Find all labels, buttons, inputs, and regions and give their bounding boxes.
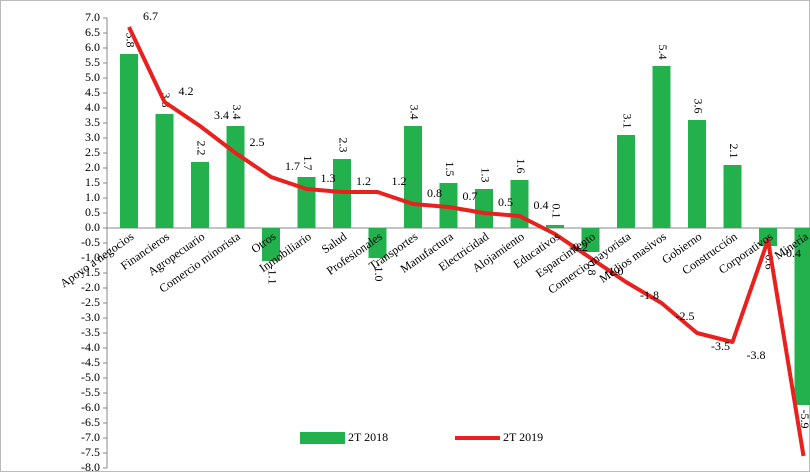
y-tick-label: -6.5	[81, 415, 100, 429]
bar	[546, 225, 564, 228]
line-value-label: 4.2	[179, 84, 194, 98]
line-value-label: 0.4	[534, 198, 549, 212]
line-value-label: -2.5	[676, 309, 695, 323]
bar	[368, 228, 387, 258]
line-value-label: -1.8	[640, 288, 659, 302]
y-tick-label: 1.5	[85, 175, 100, 189]
line-value-label: 2.5	[250, 135, 265, 149]
bar	[759, 228, 777, 246]
bar-value-label: 3.4	[407, 105, 421, 120]
y-tick-label: 4.0	[85, 100, 100, 114]
line-value-label: 1.2	[356, 174, 371, 188]
bar	[617, 135, 635, 228]
y-tick-label: 5.0	[85, 70, 100, 84]
y-tick-label: 2.5	[85, 145, 100, 159]
bar-value-label: 1.5	[443, 162, 457, 177]
bar	[120, 54, 138, 228]
bar-value-label: -1.1	[265, 266, 279, 285]
y-tick-label: -5.5	[81, 385, 100, 399]
y-tick-label: 1.0	[85, 190, 100, 204]
bar	[652, 66, 671, 228]
bar	[581, 228, 600, 252]
bar	[297, 177, 316, 228]
y-tick-label: -2.5	[81, 295, 100, 309]
y-tick-label: -4.0	[81, 340, 100, 354]
line-value-label: -3.8	[747, 348, 766, 362]
y-tick-label: -5.0	[81, 370, 100, 384]
y-tick-label: 0.5	[85, 205, 100, 219]
bar	[191, 162, 209, 228]
bar	[262, 228, 280, 261]
bar	[155, 114, 174, 228]
y-tick-label: -3.0	[81, 310, 100, 324]
bar-value-label: 1.6	[514, 159, 528, 174]
line-value-label: 0.8	[427, 186, 442, 200]
y-tick-label: -2.0	[81, 280, 100, 294]
y-tick-label: -1.0	[81, 250, 100, 264]
legend-label: 2T 2018	[348, 430, 388, 444]
y-tick-label: -8.0	[81, 460, 100, 472]
legend-label: 2T 2019	[503, 430, 543, 444]
y-tick-label: -1.5	[81, 265, 100, 279]
y-tick-label: 2.0	[85, 160, 100, 174]
y-tick-label: 0.0	[85, 220, 100, 234]
bar	[723, 165, 742, 228]
legend-swatch	[300, 432, 345, 444]
line-value-label: 0.7	[463, 189, 478, 203]
y-tick-label: -7.0	[81, 430, 100, 444]
bar	[404, 126, 422, 228]
bar-value-label: 3.4	[230, 105, 244, 120]
y-tick-label: 3.5	[85, 115, 100, 129]
y-tick-label: -6.0	[81, 400, 100, 414]
y-tick-label: 4.5	[85, 85, 100, 99]
y-tick-label: -3.5	[81, 325, 100, 339]
y-tick-label: 6.0	[85, 40, 100, 54]
bar-value-label: 2.1	[727, 144, 741, 159]
bar-value-label: 3.1	[620, 114, 634, 129]
bar-value-label: -5.9	[798, 410, 810, 429]
y-tick-label: -7.5	[81, 445, 100, 459]
y-tick-label: 7.0	[85, 10, 100, 24]
bar	[226, 126, 245, 228]
bar	[794, 228, 810, 405]
bar	[688, 120, 706, 228]
bar-value-label: 1.3	[478, 168, 492, 183]
y-tick-label: -4.5	[81, 355, 100, 369]
line-series	[127, 26, 806, 457]
line-value-label: 6.7	[143, 9, 158, 23]
bar-value-label: -1.0	[372, 263, 386, 282]
bar-value-label: 1.7	[301, 156, 315, 171]
bar-value-label: 2.3	[336, 138, 350, 153]
bar-value-label: 5.4	[656, 45, 670, 60]
line-value-label: -0.2	[569, 240, 588, 254]
y-tick-label: 5.5	[85, 55, 100, 69]
y-tick-label: 6.5	[85, 25, 100, 39]
line-value-label: -1.0	[605, 264, 624, 278]
line-value-label: -0.4	[782, 246, 801, 260]
bar	[475, 189, 493, 228]
bar-value-label: 0.1	[549, 204, 563, 219]
line-value-label: 1.2	[392, 174, 407, 188]
bar-value-label: 2.2	[194, 141, 208, 156]
line-value-label: 1.3	[321, 171, 336, 185]
line-value-label: 3.4	[214, 108, 229, 122]
bar-value-label: 3.6	[691, 99, 705, 114]
line-value-label: -3.5	[711, 339, 730, 353]
line-value-label: 1.7	[285, 159, 300, 173]
line-value-label: 0.5	[498, 195, 513, 209]
y-tick-label: -0.5	[81, 235, 100, 249]
y-tick-label: 3.0	[85, 130, 100, 144]
